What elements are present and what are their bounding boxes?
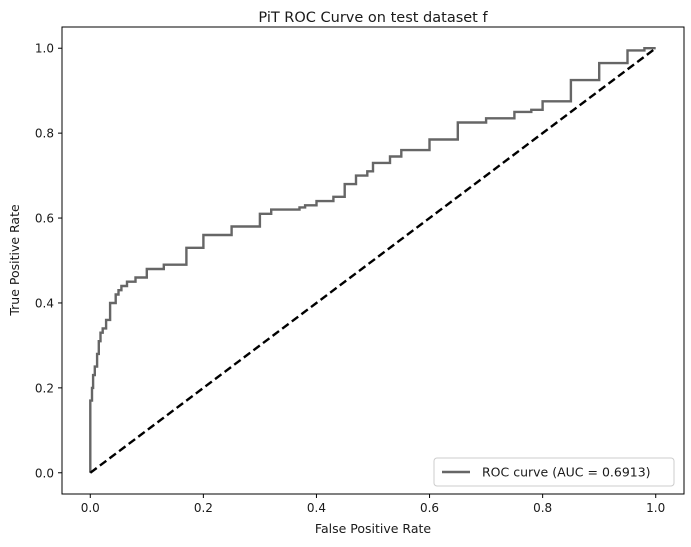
x-tick-label: 0.8 — [533, 501, 552, 515]
y-tick-label: 0.2 — [35, 381, 54, 395]
legend-box — [433, 457, 675, 487]
chart-title: PiT ROC Curve on test dataset f — [258, 10, 488, 26]
x-tick-label: 0.6 — [420, 501, 439, 515]
y-tick-label: 0.4 — [35, 296, 54, 310]
x-axis-label: False Positive Rate — [315, 521, 431, 536]
x-tick-label: 0.0 — [81, 501, 100, 515]
chance-diagonal-line — [89, 47, 657, 474]
roc-curve-line — [89, 47, 656, 473]
x-tick-label: 1.0 — [646, 501, 665, 515]
series-layer — [89, 47, 657, 474]
y-axis-label: True Positive Rate — [7, 204, 22, 317]
x-tick-label: 0.2 — [194, 501, 213, 515]
y-tick-label: 1.0 — [35, 42, 54, 56]
ticks-layer: 0.0 0.2 0.4 0.6 0.8 1.0 0.0 0.2 0.4 0.6 0.8 1.0 — [35, 42, 665, 515]
y-tick-label: 0.0 — [35, 466, 54, 480]
y-tick-label: 0.6 — [35, 212, 54, 226]
legend-label-roc: ROC curve (AUC = 0.6913) — [482, 465, 651, 480]
x-tick-label: 0.4 — [307, 501, 326, 515]
y-tick-label: 0.8 — [35, 127, 54, 141]
legend: ROC curve (AUC = 0.6913) — [433, 457, 675, 487]
